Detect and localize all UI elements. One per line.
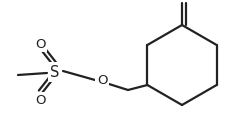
Text: S: S xyxy=(50,64,60,80)
Text: O: O xyxy=(35,93,45,106)
Text: O: O xyxy=(35,37,45,50)
Text: O: O xyxy=(97,73,107,86)
